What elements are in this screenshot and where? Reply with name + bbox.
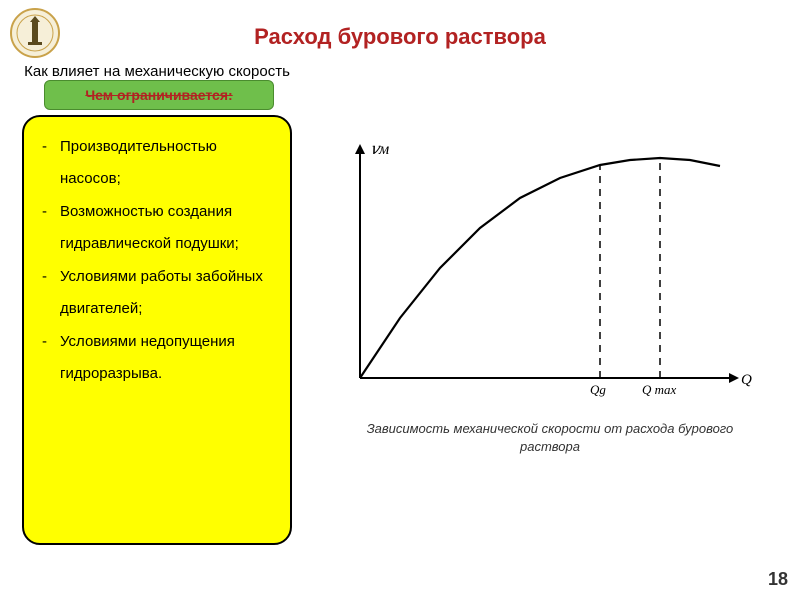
- green-callout: Чем ограничивается:: [44, 80, 274, 110]
- speed-vs-flowrate-chart: 𝑣м Q Qg Q max: [340, 138, 760, 398]
- bullet-list: Производительностью насосов; Возможность…: [38, 131, 276, 389]
- list-item: Возможностью создания гидравлической под…: [48, 196, 276, 259]
- page-number: 18: [768, 569, 788, 590]
- svg-text:𝑣м: 𝑣м: [370, 141, 389, 158]
- list-item: Производительностью насосов;: [48, 131, 276, 194]
- svg-text:Qg: Qg: [590, 382, 606, 397]
- list-item: Условиями работы забойных двигателей;: [48, 261, 276, 324]
- svg-text:Q: Q: [741, 372, 752, 388]
- list-item: Условиями недопущения гидроразрыва.: [48, 326, 276, 389]
- slide-title: Расход бурового раствора: [0, 24, 800, 50]
- svg-text:Q max: Q max: [642, 382, 677, 397]
- green-callout-text: Чем ограничивается:: [85, 87, 232, 103]
- chart-caption: Зависимость механической скорости от рас…: [340, 420, 760, 456]
- yellow-bullet-box: Производительностью насосов; Возможность…: [22, 115, 292, 545]
